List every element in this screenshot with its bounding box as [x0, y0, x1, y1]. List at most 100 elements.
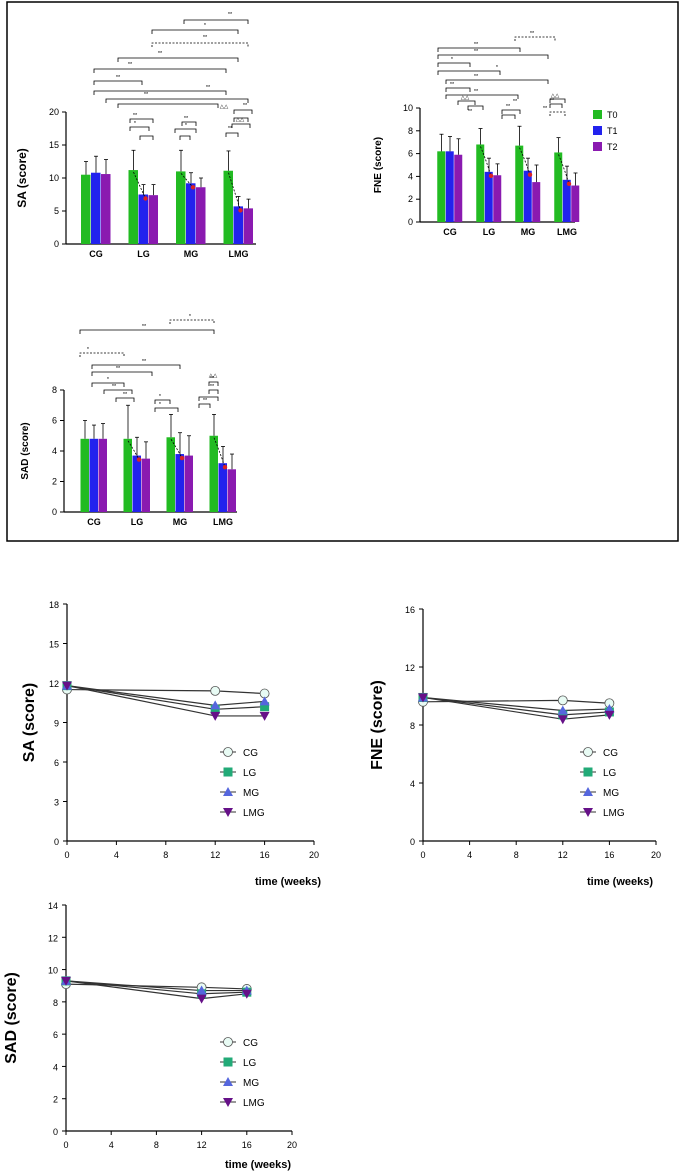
category-label: LMG — [213, 517, 233, 527]
x-tick-label: 16 — [242, 1140, 252, 1150]
legend-swatch-T0 — [593, 110, 602, 119]
legend-label: CG — [603, 748, 618, 759]
significance-marker: ** — [474, 42, 479, 48]
y-tick-label: 8 — [53, 998, 58, 1008]
bar-T1-LG — [484, 171, 493, 222]
x-tick-label: 0 — [64, 850, 69, 860]
significance-bracket — [501, 114, 516, 119]
significance-marker: △△ — [236, 117, 245, 123]
bar-T0-MG — [176, 171, 186, 244]
y-axis-title: SA (score) — [15, 148, 29, 208]
category-label: CG — [443, 227, 457, 237]
y-tick-label: 2 — [53, 1095, 58, 1105]
bar-T0-LMG — [554, 152, 563, 222]
marker-LG — [583, 767, 593, 777]
y-tick-label: 0 — [408, 217, 413, 227]
y-axis-title: SAD (score) — [3, 972, 20, 1064]
marker-MG — [259, 696, 270, 706]
marker-LG — [260, 702, 270, 712]
marker-LMG — [61, 976, 71, 986]
y-tick-label: 20 — [49, 107, 59, 117]
significance-marker: ** — [474, 49, 479, 55]
bar-T1-MG — [175, 454, 184, 512]
y-tick-label: 8 — [52, 385, 57, 395]
significance-bracket — [79, 329, 215, 334]
y-axis-title: SAD (score) — [20, 422, 31, 479]
y-tick-label: 10 — [403, 103, 413, 113]
significance-bracket — [445, 87, 471, 92]
x-tick-label: 20 — [287, 1140, 297, 1150]
marker-CG — [223, 747, 233, 757]
trend-arrow — [213, 437, 226, 468]
fne-line-chart: 0 4 8 12 16 0 4 8 12 16 20 FNE (score) time (weeks) C… — [369, 605, 661, 888]
legend-swatch-T2 — [593, 142, 602, 151]
x-tick-label: 16 — [260, 850, 270, 860]
significance-marker: △△ — [220, 104, 229, 110]
marker-MG — [583, 787, 593, 796]
marker-LG — [558, 710, 568, 720]
significance-marker: * — [451, 57, 454, 63]
significance-bracket — [437, 70, 501, 75]
significance-bracket — [445, 79, 549, 84]
x-tick-label: 4 — [467, 850, 472, 860]
x-tick-label: 4 — [114, 850, 119, 860]
marker-LMG — [223, 808, 233, 817]
category-label: MG — [184, 249, 199, 259]
y-tick-label: 4 — [52, 446, 57, 456]
marker-LG — [223, 767, 233, 777]
marker-CG — [223, 1037, 233, 1047]
significance-marker: ** — [210, 376, 215, 382]
marker-LMG — [604, 710, 615, 720]
significance-marker: ** — [112, 384, 117, 390]
significance-marker: ** — [530, 31, 535, 37]
y-tick-label: 0 — [410, 837, 415, 847]
bar-T2-LG — [141, 458, 150, 512]
marker-CG — [557, 695, 568, 706]
bar-T0-CG — [80, 438, 89, 512]
y-tick-label: 2 — [52, 477, 57, 487]
significance-bracket — [154, 399, 171, 404]
bar-T1-LMG — [218, 463, 227, 512]
significance-bracket — [208, 381, 219, 386]
bar-T0-LMG — [223, 170, 233, 244]
significance-bracket — [233, 117, 249, 122]
significance-bracket — [179, 135, 191, 140]
y-axis-title: FNE (score) — [373, 137, 384, 193]
significance-bracket — [129, 118, 154, 123]
significance-bracket — [198, 403, 211, 408]
bar-T1-CG — [445, 151, 454, 222]
bar-T2-MG — [196, 187, 206, 244]
legend-label: MG — [243, 788, 259, 799]
trend-arrow — [228, 172, 241, 211]
category-label: CG — [89, 249, 103, 259]
marker-MG — [223, 787, 233, 796]
y-tick-label: 4 — [410, 779, 415, 789]
bar-T2-LG — [148, 195, 158, 244]
bar-T2-CG — [101, 174, 111, 244]
significance-bracket — [93, 68, 227, 73]
marker-MG — [196, 985, 207, 995]
category-label: LG — [483, 227, 496, 237]
trend-arrow-head — [143, 196, 148, 201]
x-tick-label: 0 — [63, 1140, 68, 1150]
significance-bracket — [151, 29, 239, 34]
y-tick-label: 4 — [408, 171, 413, 181]
significance-marker: * — [189, 314, 192, 320]
marker-MG — [557, 705, 568, 715]
trend-arrow — [133, 171, 146, 199]
marker-LMG — [62, 681, 72, 691]
significance-bracket — [103, 389, 133, 394]
significance-marker: * — [159, 394, 162, 400]
significance-marker: * — [159, 402, 162, 408]
significance-bracket — [467, 105, 484, 110]
significance-marker: * — [87, 347, 90, 353]
significance-marker: ** — [474, 74, 479, 80]
significance-bracket — [93, 80, 143, 85]
significance-bracket — [437, 62, 471, 67]
significance-bracket — [437, 54, 549, 59]
trend-arrow-head — [527, 172, 533, 177]
bar-T0-CG — [437, 151, 446, 222]
legend-label: MG — [243, 1078, 259, 1089]
